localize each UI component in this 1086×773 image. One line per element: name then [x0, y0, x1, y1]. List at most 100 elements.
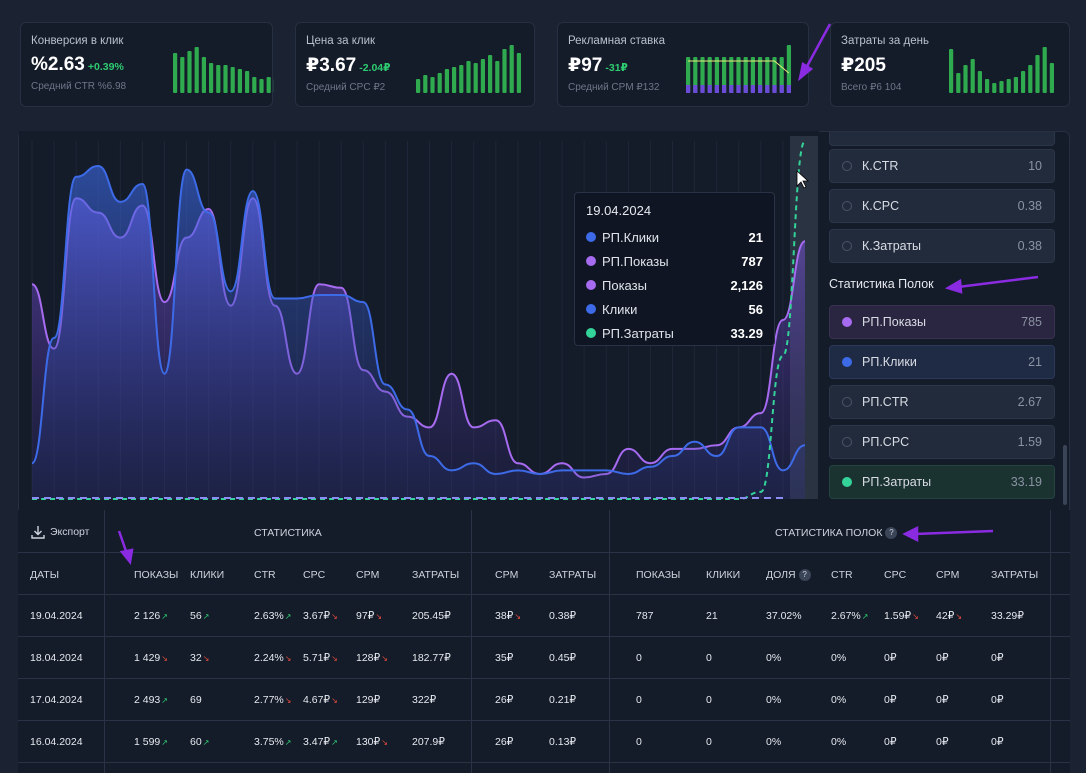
- column-header[interactable]: ДАТЫ: [30, 569, 60, 581]
- sparkline-bar: [765, 85, 770, 93]
- panel-scrollbar[interactable]: [1063, 445, 1067, 505]
- help-icon[interactable]: ?: [798, 569, 811, 582]
- export-button[interactable]: Экспорт: [30, 524, 89, 540]
- trend-up-icon: ↗: [202, 738, 210, 747]
- sparkline-bar: [1035, 55, 1040, 93]
- sparkline-bar: [772, 57, 777, 93]
- card-delta: -31₽: [605, 62, 628, 74]
- sparkline-bar: [459, 65, 464, 93]
- toggle-circle-icon: [842, 201, 852, 211]
- table-cell: 0₽: [991, 736, 1004, 748]
- sparkline-bar: [466, 61, 471, 93]
- sparkline-bar: [999, 81, 1004, 93]
- table-cell: 0₽: [936, 652, 949, 664]
- trend-down-icon: ↘: [331, 696, 338, 705]
- sparkline-bar: [736, 85, 741, 93]
- table-cell: 2.24%↘: [254, 652, 292, 664]
- table-cell: 205.45₽: [412, 610, 451, 622]
- trend-down-icon: ↘: [331, 654, 338, 663]
- sparkline-bar: [473, 63, 478, 93]
- table-cell: 0%: [831, 652, 847, 664]
- card-title: Конверсия в клик: [31, 35, 124, 47]
- column-header[interactable]: CTR: [254, 569, 276, 581]
- table-cell: 3.47₽↗: [303, 736, 338, 748]
- column-header[interactable]: КЛИКИ: [190, 569, 225, 581]
- sparkline-bar: [722, 57, 727, 93]
- table-cell: 0₽: [936, 736, 949, 748]
- column-header[interactable]: ДОЛЯ?: [766, 569, 811, 582]
- sparkline-bar: [992, 83, 997, 93]
- column-header[interactable]: CPC: [884, 569, 907, 581]
- table-cell: 128₽↘: [356, 652, 388, 664]
- sparkline-bar: [223, 65, 228, 93]
- card-value: ₽3.67: [306, 55, 357, 76]
- table-cell: 0: [636, 736, 642, 748]
- sparkline-bar: [714, 57, 719, 93]
- column-header[interactable]: CPC: [303, 569, 326, 581]
- toggle-circle-icon: [842, 357, 852, 367]
- series-toggle-k-ctr[interactable]: К.CTR 10: [829, 149, 1055, 183]
- toggle-circle-icon: [842, 397, 852, 407]
- table-cell: 0%: [831, 736, 847, 748]
- sparkline-bar: [245, 71, 250, 93]
- column-divider: [1050, 510, 1051, 773]
- series-toggle-rp-ctr[interactable]: РП.CTR 2.67: [829, 385, 1055, 419]
- table-cell: 69: [190, 694, 202, 706]
- column-header[interactable]: КЛИКИ: [706, 569, 741, 581]
- sparkline-bar: [495, 61, 500, 93]
- column-header[interactable]: ЗАТРАТЫ: [549, 569, 597, 581]
- sparkline-bar: [187, 51, 192, 93]
- series-dot-icon: [586, 328, 596, 338]
- tooltip-row: РП.Затраты 33.29: [586, 321, 763, 345]
- stat-card-bid: Рекламная ставка ₽97 -31₽ Средний CPM ₽13…: [557, 22, 809, 107]
- series-toggle-rp-cpc[interactable]: РП.CPC 1.59: [829, 425, 1055, 459]
- column-header[interactable]: ЗАТРАТЫ: [412, 569, 460, 581]
- row-divider: [18, 720, 1070, 721]
- stat-card-conversion: Конверсия в клик %2.63 +0.39% Средний CTR…: [20, 22, 274, 107]
- stat-card-cpc: Цена за клик ₽3.67 -2.04₽ Средний CPC ₽2: [295, 22, 535, 107]
- column-header[interactable]: CPM: [495, 569, 519, 581]
- series-toggle-rp-spend[interactable]: РП.Затраты 33.19: [829, 465, 1055, 499]
- table-cell: 97₽↘: [356, 610, 383, 622]
- table-cell: 1 429↘: [134, 652, 168, 664]
- cursor-icon: [796, 170, 810, 189]
- sparkline-bar: [686, 57, 691, 93]
- series-dot-icon: [586, 232, 596, 242]
- card-delta: +0.39%: [87, 61, 124, 73]
- sparkline-bar: [444, 69, 449, 93]
- column-header[interactable]: CPM: [356, 569, 380, 581]
- sparkline-bar: [452, 67, 457, 93]
- download-icon: [31, 526, 45, 539]
- series-toggle-k-spend[interactable]: К.Затраты 0.38: [829, 229, 1055, 263]
- column-header[interactable]: ПОКАЗЫ: [134, 569, 179, 581]
- series-toggle-hidden[interactable]: [829, 132, 1055, 146]
- table-cell: 2.77%↘: [254, 694, 292, 706]
- series-toggle-k-cpc[interactable]: К.CPC 0.38: [829, 189, 1055, 223]
- group-header-stats: СТАТИСТИКА: [254, 527, 322, 539]
- trend-down-icon: ↘: [514, 612, 522, 621]
- trend-down-icon: ↘: [381, 654, 388, 663]
- trend-up-icon: ↗: [161, 738, 168, 747]
- column-header[interactable]: ПОКАЗЫ: [636, 569, 681, 581]
- table-cell: 37.02%: [766, 610, 802, 622]
- column-header[interactable]: ЗАТРАТЫ: [991, 569, 1039, 581]
- trend-down-icon: ↘: [202, 654, 210, 663]
- card-title: Рекламная ставка: [568, 35, 665, 47]
- sparkline-bar: [750, 85, 755, 93]
- table-cell: 0.38₽: [549, 610, 577, 622]
- sparkline-bar: [722, 85, 727, 93]
- trend-down-icon: ↘: [284, 654, 292, 663]
- trend-down-icon: ↘: [381, 738, 388, 747]
- series-toggle-rp-shows[interactable]: РП.Показы 785: [829, 305, 1055, 339]
- table-cell: 0.21₽: [549, 694, 577, 706]
- series-toggle-rp-clicks[interactable]: РП.Клики 21: [829, 345, 1055, 379]
- card-value: ₽97: [568, 55, 603, 76]
- sparkline-bar: [201, 57, 206, 93]
- card-title: Затраты за день: [841, 35, 929, 47]
- column-header[interactable]: CPM: [936, 569, 960, 581]
- trend-down-icon: ↘: [161, 654, 168, 663]
- help-icon[interactable]: ?: [885, 527, 898, 540]
- column-header[interactable]: CTR: [831, 569, 853, 581]
- trend-up-icon: ↗: [161, 696, 168, 705]
- table-cell: 0₽: [991, 694, 1004, 706]
